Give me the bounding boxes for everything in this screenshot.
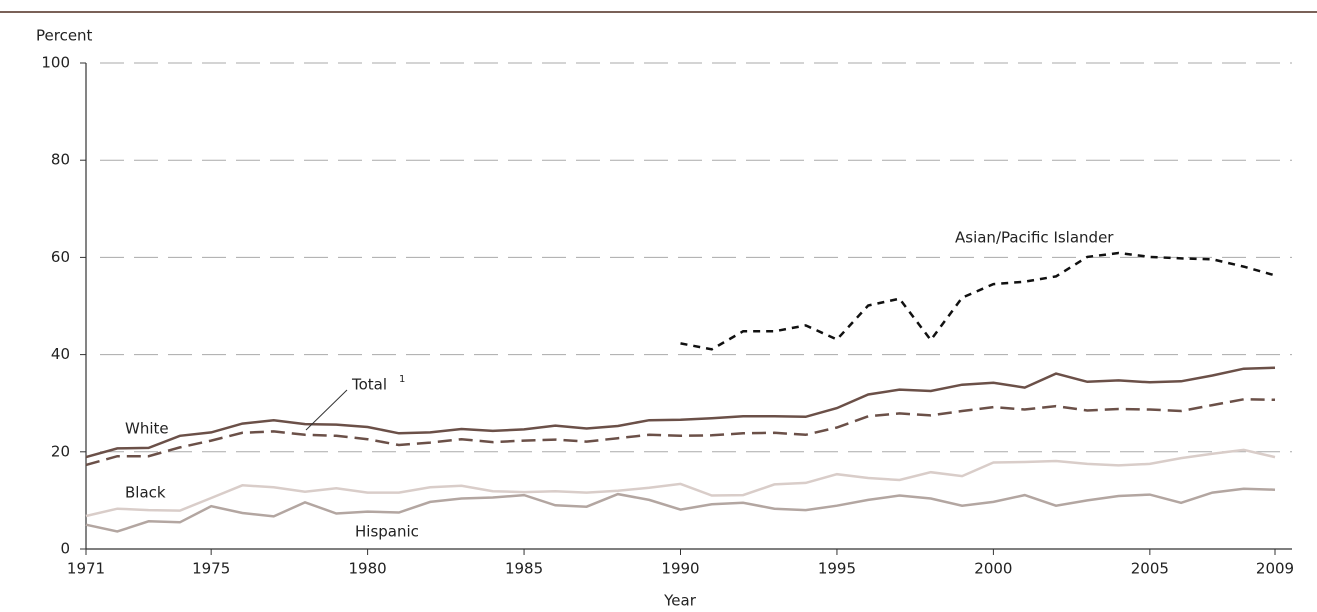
y-tick-label: 100 xyxy=(41,54,70,72)
series-line xyxy=(85,448,1276,518)
series-line xyxy=(680,251,1276,351)
series-label: Total xyxy=(351,376,387,394)
x-tick-label: 1985 xyxy=(505,560,543,578)
x-tick-label: 1990 xyxy=(661,560,699,578)
series-label: Black xyxy=(125,484,166,502)
series-line xyxy=(85,398,1276,467)
series-label: White xyxy=(125,420,169,438)
x-tick-label: 1995 xyxy=(818,560,856,578)
x-tick-label: 1980 xyxy=(349,560,387,578)
series-line xyxy=(85,487,1276,533)
series-label: Hispanic xyxy=(355,523,419,541)
series-label: Asian/Pacific Islander xyxy=(955,229,1114,247)
x-axis-title: Year xyxy=(663,592,697,610)
x-tick-label: 1975 xyxy=(192,560,230,578)
y-tick-label: 0 xyxy=(60,540,70,558)
x-tick-label: 2005 xyxy=(1131,560,1169,578)
y-tick-label: 60 xyxy=(51,248,70,266)
leader-line xyxy=(305,389,348,431)
y-axis-title: Percent xyxy=(36,27,93,45)
y-tick-label: 20 xyxy=(51,442,70,460)
x-tick-label: 1971 xyxy=(67,560,105,578)
x-tick-label: 2009 xyxy=(1256,560,1294,578)
footnote-marker: 1 xyxy=(399,374,405,385)
y-tick-label: 80 xyxy=(51,151,70,169)
x-tick-label: 2000 xyxy=(974,560,1012,578)
y-tick-label: 40 xyxy=(51,345,70,363)
series-line xyxy=(85,366,1276,459)
